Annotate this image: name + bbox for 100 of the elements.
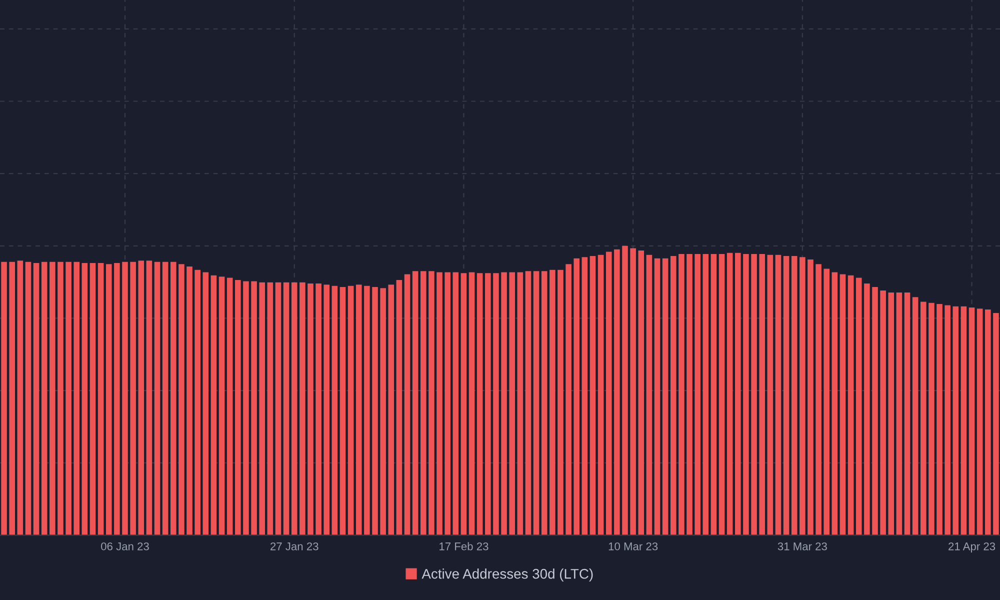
bar — [767, 254, 774, 536]
bar — [82, 262, 88, 536]
bar — [122, 262, 128, 536]
bar — [444, 272, 450, 536]
bar — [66, 262, 72, 536]
bar — [74, 262, 80, 536]
bar — [840, 274, 846, 536]
bar — [622, 246, 628, 536]
bar — [848, 275, 854, 536]
bar — [590, 256, 596, 536]
bar — [960, 306, 967, 536]
bar — [896, 292, 902, 536]
bar — [404, 274, 410, 536]
bar — [291, 282, 298, 536]
legend-label: Active Addresses 30d (LTC) — [422, 568, 593, 582]
bar — [856, 278, 862, 536]
bar — [420, 271, 426, 536]
bar — [348, 286, 354, 536]
bar — [41, 262, 48, 536]
bar — [888, 292, 894, 536]
bar — [364, 286, 370, 536]
bar — [525, 271, 532, 536]
bar — [202, 272, 209, 536]
bar — [985, 310, 991, 536]
bar — [735, 252, 741, 536]
bar — [928, 302, 934, 536]
bar — [186, 266, 192, 536]
bar — [340, 286, 346, 536]
bar — [275, 282, 282, 536]
bar — [218, 276, 225, 536]
bar — [936, 304, 942, 536]
bar — [98, 262, 104, 536]
bar — [162, 262, 168, 536]
bar — [550, 270, 556, 536]
bar — [582, 257, 588, 536]
bar — [614, 249, 620, 536]
bar — [598, 254, 604, 536]
bar — [460, 273, 467, 536]
bar — [452, 272, 459, 536]
bar — [791, 256, 798, 536]
bar — [718, 254, 725, 536]
bar — [944, 305, 950, 536]
bar — [154, 262, 160, 536]
x-tick-label: 27 Jan 23 — [270, 542, 318, 550]
bar — [759, 254, 765, 536]
bar — [646, 254, 652, 536]
bar — [920, 302, 926, 536]
bar — [178, 264, 184, 536]
bar — [283, 282, 290, 536]
bar — [904, 292, 910, 536]
bar — [678, 254, 684, 536]
bar — [976, 308, 983, 536]
bar — [428, 271, 434, 536]
bar — [880, 290, 886, 536]
bar — [566, 264, 572, 536]
bar — [372, 286, 378, 536]
bar — [58, 262, 64, 536]
bar — [1, 262, 7, 536]
bar — [33, 262, 40, 536]
bar — [267, 282, 274, 536]
bar — [743, 254, 749, 536]
bar — [864, 284, 870, 536]
bar — [558, 270, 564, 536]
bar — [872, 286, 878, 536]
bar — [493, 273, 499, 536]
bar — [235, 280, 241, 536]
bar — [832, 272, 838, 536]
bar — [662, 258, 668, 536]
bar — [912, 297, 918, 536]
bar — [800, 257, 806, 536]
bar — [541, 271, 548, 536]
bar — [509, 272, 515, 536]
bar — [300, 282, 306, 536]
bar — [412, 271, 418, 536]
bar — [824, 268, 830, 536]
bar — [251, 281, 257, 536]
bar — [130, 262, 136, 536]
bar — [146, 260, 152, 536]
bar — [751, 254, 757, 536]
bar — [533, 271, 540, 536]
bar — [654, 258, 660, 536]
bar — [380, 288, 386, 536]
bar — [388, 284, 394, 536]
bar — [630, 248, 636, 536]
bar — [808, 260, 814, 536]
bar — [316, 284, 322, 536]
bar — [501, 272, 507, 536]
bar — [243, 281, 249, 536]
bar — [194, 270, 200, 536]
bar — [686, 254, 692, 536]
bar — [993, 313, 999, 536]
bar — [702, 254, 709, 536]
bar — [775, 254, 782, 536]
bar — [816, 264, 822, 536]
bar — [952, 306, 959, 536]
bar — [356, 284, 362, 536]
bar — [106, 264, 112, 536]
bar — [968, 308, 975, 536]
bar — [726, 252, 733, 536]
bar — [710, 254, 717, 536]
